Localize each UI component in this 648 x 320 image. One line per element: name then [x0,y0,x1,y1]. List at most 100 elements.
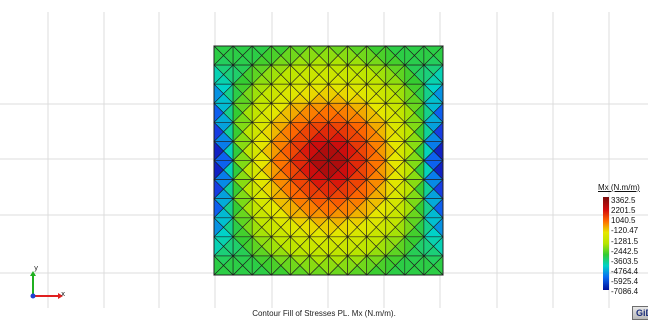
plate-outline [213,45,444,276]
mesh-element [251,217,263,238]
mesh-element [385,217,396,238]
mesh-element [385,83,396,104]
mesh-element [270,159,282,181]
mesh-element [309,197,320,219]
mesh-element [347,102,358,124]
mesh-element [232,83,244,104]
axes-triad: x y [30,264,65,299]
mesh-element [404,178,415,200]
mesh-element [309,217,320,238]
mesh-element [232,159,244,181]
mesh-element [251,64,263,85]
mesh-element [366,255,377,276]
mesh-element [366,45,377,66]
mesh-element [309,83,320,104]
mesh-element [423,236,434,257]
mesh-element [347,255,358,276]
mesh-element [309,159,320,181]
mesh-element [270,197,282,219]
mesh-element [423,178,434,200]
mesh-element [270,121,282,143]
mesh-element [270,140,282,162]
mesh-element [423,45,434,66]
legend-value: -3603.5 [611,257,639,266]
x-axis-label: x [61,290,65,298]
mesh-element [404,64,415,85]
mesh-element [289,217,301,238]
mesh-element [423,159,434,181]
mesh-element [404,45,415,66]
mesh-element [404,197,415,219]
y-axis-label: y [34,264,38,272]
mesh-element [232,64,244,85]
mesh-element [289,236,301,257]
mesh-element [328,178,339,200]
mesh-element [385,64,396,85]
mesh-element [289,140,301,162]
mesh-element [289,102,301,124]
mesh-element [232,102,244,124]
mesh-element [251,102,263,124]
y-axis-arrowhead [30,271,36,276]
z-axis-dot [30,293,36,299]
contour-caption: Contour Fill of Stresses PL. Mx (N.m/m). [252,309,396,318]
mesh-element [251,140,263,162]
mesh-element [366,102,377,124]
mesh-element [232,217,244,238]
mesh-element [270,102,282,124]
mesh-element [309,121,320,143]
mesh-element [385,45,396,66]
mesh-element [328,102,339,124]
mesh-element [366,64,377,85]
mesh-element [347,217,358,238]
mesh-element [347,197,358,219]
mesh-element [423,121,434,143]
legend-title: Mx (N.m/m) [598,183,640,192]
mesh-element [270,217,282,238]
gid-logo-button[interactable]: GiD [632,306,648,320]
legend-value: -4764.4 [611,267,639,276]
mesh-element [366,121,377,143]
mesh-element [328,236,339,257]
mesh-element [366,236,377,257]
mesh-element [232,236,244,257]
mesh-element [423,255,434,276]
mesh-element [385,255,396,276]
mesh-element [270,45,282,66]
mesh-element [270,83,282,104]
mesh-element [251,83,263,104]
mesh-element [347,64,358,85]
mesh-element [423,197,434,219]
mesh-element [309,102,320,124]
mesh-element [366,178,377,200]
mesh-element [347,45,358,66]
mesh-element [289,83,301,104]
mesh-element [232,45,244,66]
mesh-element [347,140,358,162]
mesh-element [404,159,415,181]
mesh-element [251,255,263,276]
legend-value: -120.47 [611,226,639,235]
mesh-element [251,236,263,257]
mesh-element [289,255,301,276]
legend-color-bar [603,197,609,290]
mesh-element [309,236,320,257]
mesh-element [404,121,415,143]
mesh-element [423,217,434,238]
mesh-element [251,121,263,143]
mesh-element [232,255,244,276]
mesh-element [404,236,415,257]
mesh-element [289,45,301,66]
mesh-element [385,140,396,162]
mesh-element [232,121,244,143]
mesh-element [404,83,415,104]
mesh-element [232,140,244,162]
legend-value: 3362.5 [611,196,636,205]
mesh-element [270,236,282,257]
mesh-element [309,140,320,162]
mesh-element [289,159,301,181]
mesh-element [328,121,339,143]
mesh-element [347,159,358,181]
mesh-element [309,178,320,200]
